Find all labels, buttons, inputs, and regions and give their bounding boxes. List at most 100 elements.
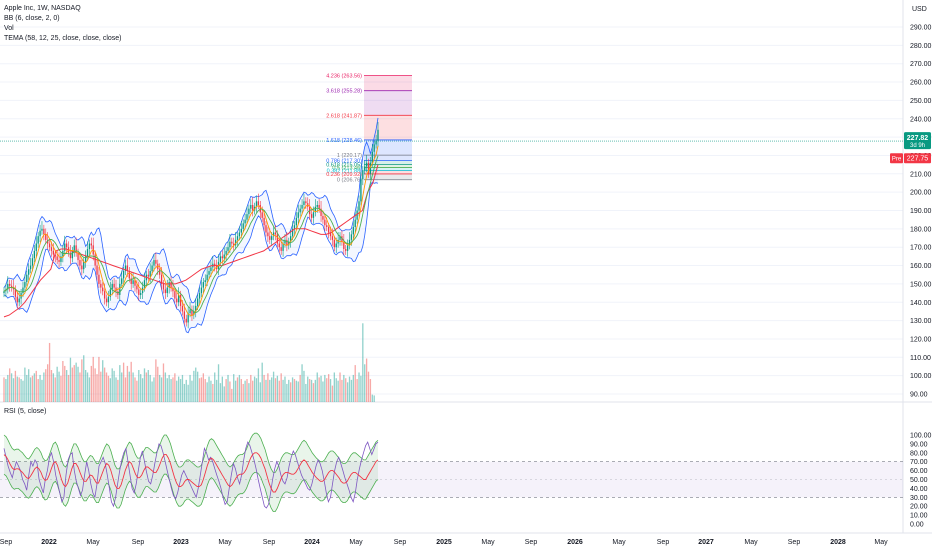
candle-body bbox=[28, 269, 30, 275]
candle-body bbox=[147, 274, 149, 277]
volume-bar bbox=[223, 386, 225, 402]
volume-bar bbox=[284, 376, 286, 402]
candle-body bbox=[37, 236, 39, 244]
fibonacci-extension[interactable]: 4.236 (263.56) 3.618 (255.28) 2.618 (241.8… bbox=[326, 74, 412, 184]
candle-body bbox=[196, 298, 199, 306]
volume-bar bbox=[100, 371, 102, 402]
candle-body bbox=[50, 247, 53, 251]
time-tick-label: 2028 bbox=[830, 539, 846, 546]
candle-body bbox=[305, 201, 307, 204]
candle-body bbox=[314, 206, 317, 213]
volume-bar bbox=[348, 376, 351, 402]
volume-bar bbox=[92, 356, 94, 402]
candle-body bbox=[58, 260, 60, 262]
candle-body bbox=[297, 212, 299, 218]
price-tick-label: 140.00 bbox=[910, 300, 932, 307]
volume-bar bbox=[210, 380, 212, 402]
candle-body bbox=[111, 283, 113, 290]
fib-level-label: 4.236 (263.56) bbox=[326, 74, 362, 80]
candle-body bbox=[176, 298, 178, 303]
candle-body bbox=[35, 243, 37, 251]
volume-bar bbox=[141, 378, 144, 402]
volume-bar bbox=[18, 377, 20, 402]
candle-body bbox=[183, 311, 186, 319]
volume-bar bbox=[58, 371, 60, 402]
volume-bar bbox=[189, 374, 191, 402]
volume-bar bbox=[52, 373, 55, 402]
candle-body bbox=[348, 239, 351, 246]
rsi-tick-label: 30.00 bbox=[910, 495, 928, 502]
volume-bar bbox=[252, 380, 254, 402]
volume-bar bbox=[84, 370, 87, 402]
candle-body bbox=[193, 311, 195, 316]
candle-body bbox=[324, 219, 326, 226]
candle-body bbox=[246, 214, 248, 220]
candle-body bbox=[109, 289, 111, 297]
candle-body bbox=[335, 243, 337, 248]
candle-body bbox=[310, 214, 313, 218]
volume-bar bbox=[253, 376, 256, 402]
candle-body bbox=[174, 291, 176, 299]
candle-body bbox=[225, 250, 227, 255]
volume-bar bbox=[354, 365, 356, 402]
candle-body bbox=[221, 256, 223, 259]
rsi-tick-label: 80.00 bbox=[910, 450, 928, 457]
volume-bar bbox=[24, 367, 26, 402]
volume-bar bbox=[367, 371, 370, 402]
candle-body bbox=[352, 227, 354, 235]
volume-bar bbox=[301, 364, 303, 402]
volume-bar bbox=[225, 379, 227, 402]
volume-bar bbox=[140, 374, 142, 402]
volume-bar bbox=[145, 372, 148, 402]
fib-level-label: 0.618 (215.05) bbox=[326, 163, 362, 169]
price-tick-label: 260.00 bbox=[910, 80, 932, 87]
indicator-bollinger[interactable]: BB (6, close, 2, 0) bbox=[4, 15, 60, 22]
candle-body bbox=[377, 129, 379, 141]
candle-body bbox=[105, 298, 108, 303]
volume-bar bbox=[358, 372, 360, 402]
candle-body bbox=[187, 313, 189, 323]
volume-bar bbox=[202, 373, 205, 402]
volume-bar bbox=[257, 368, 260, 402]
indicator-tema[interactable]: TEMA (58, 12, 25, close, close, close) bbox=[4, 35, 122, 42]
volume-bar bbox=[65, 370, 68, 402]
volume-bar bbox=[111, 368, 113, 402]
symbol-title[interactable]: Apple Inc, 1W, NASDAQ bbox=[4, 5, 81, 12]
volume-bar bbox=[56, 366, 58, 402]
candle-body bbox=[185, 318, 187, 323]
bollinger-bands bbox=[3, 117, 379, 334]
candle-body bbox=[54, 254, 56, 257]
volume-bar bbox=[117, 379, 119, 402]
volume-bar bbox=[20, 379, 22, 402]
volume-bar bbox=[362, 323, 364, 402]
rsi-tick-label: 20.00 bbox=[910, 504, 928, 511]
candle-body bbox=[238, 232, 241, 237]
price-tick-label: 100.00 bbox=[910, 373, 932, 380]
rsi-tick-label: 70.00 bbox=[910, 459, 928, 466]
candle-body bbox=[7, 283, 9, 290]
candle-body bbox=[206, 274, 208, 281]
fib-zone bbox=[364, 170, 412, 174]
candle-body bbox=[130, 278, 132, 284]
volume-bar bbox=[198, 378, 201, 402]
candle-body bbox=[160, 274, 163, 284]
candle-body bbox=[244, 219, 246, 224]
candle-body bbox=[312, 212, 315, 218]
rsi-lines bbox=[3, 432, 379, 512]
volume-bar bbox=[356, 379, 358, 402]
indicator-volume[interactable]: Vol bbox=[4, 25, 14, 32]
volume-bar bbox=[204, 379, 206, 402]
volume-bar bbox=[227, 374, 229, 402]
candle-body bbox=[267, 232, 269, 237]
volume-bar bbox=[337, 380, 339, 402]
volume-bar bbox=[278, 380, 280, 402]
volume-bar bbox=[217, 364, 220, 402]
rsi-title[interactable]: RSI (5, close) bbox=[4, 408, 47, 415]
volume-bar bbox=[33, 373, 36, 402]
price-tick-label: 290.00 bbox=[910, 25, 932, 32]
candle-body bbox=[164, 289, 167, 294]
candle-body bbox=[124, 265, 127, 272]
volume-bar bbox=[115, 377, 117, 402]
